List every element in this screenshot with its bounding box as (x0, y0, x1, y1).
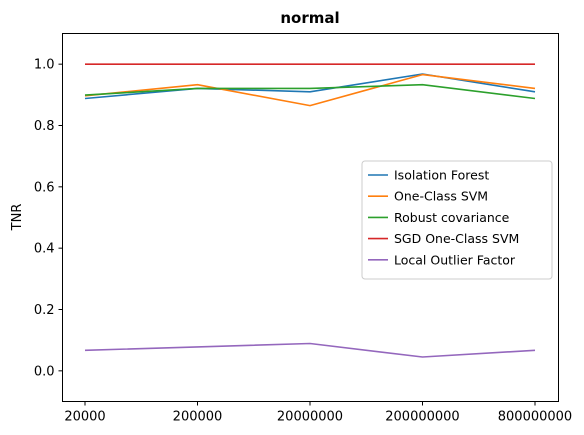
x-tick-label: 20000000 (277, 410, 343, 425)
legend-entry: Local Outlier Factor (394, 252, 516, 267)
y-tick-label: 0.2 (34, 303, 55, 318)
y-tick-label: 0.0 (34, 364, 55, 379)
x-tick-label: 200000000 (385, 410, 459, 425)
series-line-2 (84, 83, 536, 100)
legend-entry: Robust covariance (394, 210, 510, 225)
x-tick-label: 20000 (64, 410, 105, 425)
y-axis: 0.0 0.2 0.4 0.6 0.8 1.0 (34, 58, 63, 379)
x-axis: 20000 200000 20000000 200000000 800000000 (64, 401, 572, 425)
legend-entry: One-Class SVM (394, 189, 488, 204)
plot-lines (84, 63, 536, 358)
series-line-0 (84, 73, 536, 100)
legend-entry: Isolation Forest (394, 168, 489, 183)
x-tick-label: 200000 (173, 410, 223, 425)
legend: Isolation Forest One-Class SVM Robust cova… (361, 160, 553, 280)
legend-box (361, 160, 553, 280)
y-tick-label: 1.0 (34, 58, 55, 73)
x-tick-label: 800000000 (498, 410, 572, 425)
chart-title: normal (280, 9, 339, 27)
y-tick-label: 0.4 (34, 242, 55, 257)
series-line-1 (84, 73, 536, 107)
series-line-4 (84, 342, 536, 358)
y-tick-label: 0.6 (34, 180, 55, 195)
y-axis-label: TNR (10, 204, 25, 232)
legend-entry: SGD One-Class SVM (394, 231, 519, 246)
y-tick-label: 0.8 (34, 119, 55, 134)
